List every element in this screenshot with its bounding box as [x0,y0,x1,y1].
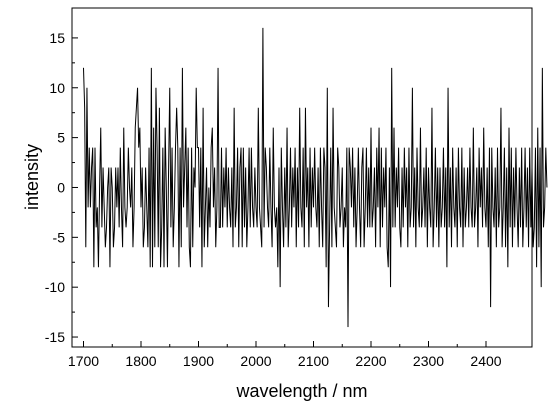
x-axis-ticks: 1700 1800 1900 2000 2100 2200 2300 2400 [68,341,502,369]
x-tick-label: 2300 [413,353,444,369]
x-tick-label: 1800 [125,353,156,369]
x-tick-label: 2200 [355,353,386,369]
x-tick-label: 1900 [183,353,214,369]
x-tick-label: 2100 [298,353,329,369]
y-tick-label: -5 [53,229,66,245]
series-group [83,27,548,328]
y-tick-label: 10 [49,80,65,96]
x-tick-label: 2400 [470,353,501,369]
y-tick-label: 5 [57,130,65,146]
y-tick-label: 15 [49,30,65,46]
y-axis-ticks: -15 -10 -5 0 5 10 15 [45,30,78,345]
series-line-0 [83,27,548,328]
x-tick-label: 2000 [240,353,271,369]
x-axis-title: wavelength / nm [235,381,367,401]
y-tick-label: 0 [57,179,65,195]
x-tick-label: 1700 [68,353,99,369]
y-tick-label: -10 [45,279,65,295]
y-tick-label: -15 [45,329,65,345]
y-axis-title: intensity [22,144,42,210]
